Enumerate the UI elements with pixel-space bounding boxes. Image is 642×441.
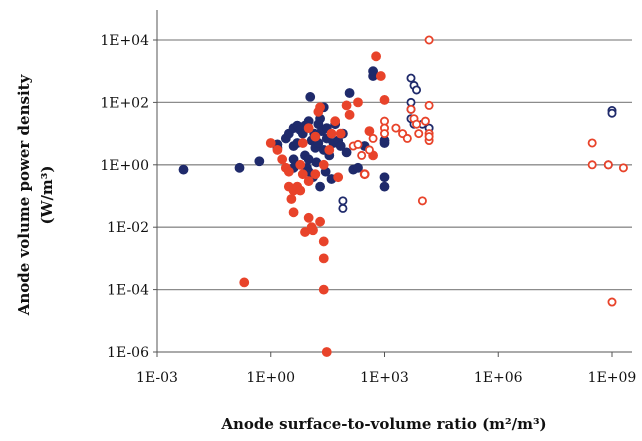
data-point <box>272 145 283 155</box>
data-point <box>321 347 332 357</box>
data-point <box>414 129 424 139</box>
data-point <box>318 284 329 295</box>
y-axis-title-line2: (W/m³) <box>38 166 56 225</box>
data-point <box>335 128 346 139</box>
data-point <box>315 181 325 192</box>
data-point <box>587 160 597 170</box>
data-point <box>424 132 434 142</box>
data-point <box>420 116 430 126</box>
data-point <box>303 212 314 223</box>
data-point <box>607 108 617 118</box>
data-point <box>344 109 355 120</box>
data-point <box>406 104 416 114</box>
data-point <box>353 162 363 173</box>
x-tick-label: 1E+03 <box>360 370 409 386</box>
data-point <box>318 159 329 170</box>
data-point <box>603 160 613 170</box>
data-point <box>357 150 367 160</box>
data-point <box>344 88 355 98</box>
data-point <box>254 156 265 167</box>
data-point <box>379 181 390 192</box>
data-point <box>315 102 325 113</box>
data-point <box>341 147 352 158</box>
x-tick-label: 1E+09 <box>588 370 637 386</box>
y-tick-label: 1E-04 <box>107 283 149 299</box>
data-point <box>295 159 306 170</box>
data-points <box>178 35 628 357</box>
data-point <box>371 51 381 62</box>
x-tick-label: 1E+06 <box>474 370 523 386</box>
data-point <box>607 297 617 307</box>
data-point <box>335 141 346 151</box>
data-point <box>308 225 318 236</box>
data-point <box>412 85 422 95</box>
y-tick-label: 1E-02 <box>107 220 149 236</box>
data-point <box>424 35 434 45</box>
y-tick-label: 1E-06 <box>107 345 149 361</box>
data-point <box>406 73 416 83</box>
data-point <box>379 129 389 139</box>
data-point <box>402 133 412 143</box>
y-tick-label: 1E+04 <box>100 33 149 49</box>
x-axis-title: Anode surface-to-volume ratio (m²/m³) <box>220 415 546 433</box>
data-point <box>353 139 363 149</box>
data-point <box>283 166 294 177</box>
data-point <box>338 203 348 213</box>
data-point <box>265 138 276 148</box>
gridlines <box>157 39 632 291</box>
data-point <box>297 169 308 180</box>
data-point <box>326 128 337 139</box>
x-tick-label: 1E-03 <box>136 370 178 386</box>
data-point <box>368 66 378 77</box>
data-point <box>288 207 299 218</box>
y-tick-label: 1E+02 <box>100 95 149 111</box>
data-point <box>318 236 329 247</box>
data-point <box>303 176 314 187</box>
y-axis-title-line1: Anode volume power density <box>15 73 33 316</box>
data-point <box>379 172 390 183</box>
data-point <box>318 253 329 264</box>
data-point <box>305 92 316 102</box>
data-point <box>353 97 363 108</box>
data-point <box>297 138 308 148</box>
data-point <box>379 95 390 105</box>
data-point <box>338 196 348 206</box>
axes <box>153 10 632 357</box>
data-point <box>239 277 250 288</box>
data-point <box>286 194 297 204</box>
data-point <box>375 71 386 81</box>
data-point <box>310 169 321 180</box>
data-point <box>277 154 288 165</box>
data-point <box>333 172 344 183</box>
data-point <box>391 123 401 133</box>
data-point <box>618 163 628 173</box>
data-point <box>364 145 374 155</box>
data-point <box>295 185 306 196</box>
data-point <box>368 133 378 143</box>
data-point <box>360 169 370 179</box>
data-point <box>424 100 434 110</box>
data-point <box>587 138 597 148</box>
data-point <box>178 164 189 175</box>
x-tick-label: 1E+00 <box>246 370 295 386</box>
tick-labels: 1E-06 1E-04 1E-02 1E+00 1E+02 1E+04 1E-03 1E+00… <box>100 33 636 386</box>
data-point <box>303 123 314 134</box>
data-point <box>364 126 375 137</box>
data-point <box>330 116 341 127</box>
data-point <box>315 216 325 227</box>
data-point <box>417 196 427 206</box>
data-point <box>310 131 321 142</box>
y-tick-label: 1E+00 <box>100 158 149 174</box>
data-point <box>324 145 335 155</box>
data-point <box>341 100 352 111</box>
data-point <box>234 162 245 173</box>
data-point <box>412 119 422 129</box>
